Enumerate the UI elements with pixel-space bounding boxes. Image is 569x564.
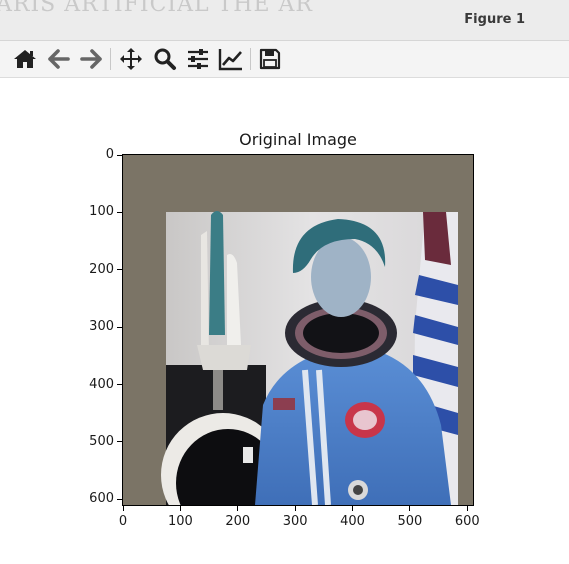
x-tick-mark bbox=[179, 506, 181, 511]
save-button[interactable] bbox=[257, 46, 283, 72]
x-tick-label: 0 bbox=[118, 514, 128, 529]
astronaut-image bbox=[161, 211, 458, 505]
figure-canvas[interactable]: Original Image bbox=[0, 78, 569, 564]
title-bar: ARIS ARTIFICIAL THE AR Figure 1 bbox=[0, 0, 569, 41]
y-tick-mark bbox=[117, 154, 122, 156]
x-tick-mark bbox=[237, 506, 239, 511]
toolbar-separator bbox=[110, 48, 111, 70]
x-tick-label: 100 bbox=[167, 514, 193, 529]
y-tick-label: 500 bbox=[89, 433, 114, 449]
y-tick-label: 300 bbox=[89, 319, 114, 335]
sliders-icon bbox=[188, 49, 208, 69]
navigation-toolbar bbox=[0, 41, 569, 78]
chart-line-icon bbox=[218, 49, 242, 71]
arrow-right-icon bbox=[80, 49, 102, 69]
x-tick-mark bbox=[122, 506, 124, 511]
y-tick-label: 600 bbox=[89, 491, 114, 507]
y-tick-mark bbox=[117, 384, 122, 385]
move-icon bbox=[120, 48, 142, 70]
floppy-disk-icon bbox=[259, 48, 281, 70]
x-tick-label: 500 bbox=[397, 514, 423, 529]
home-button[interactable] bbox=[12, 46, 38, 72]
y-tick-label: 0 bbox=[105, 147, 114, 162]
x-tick-mark bbox=[409, 506, 411, 511]
y-tick-mark bbox=[117, 441, 122, 443]
pan-button[interactable] bbox=[118, 46, 144, 72]
image-axes[interactable] bbox=[122, 154, 474, 506]
x-tick-label: 400 bbox=[340, 514, 365, 529]
configure-subplots-button[interactable] bbox=[185, 46, 211, 72]
toolbar-separator bbox=[250, 48, 251, 70]
y-tick-mark bbox=[117, 211, 122, 213]
magnifier-icon bbox=[154, 48, 176, 70]
edit-axis-button[interactable] bbox=[218, 46, 244, 72]
window-title: Figure 1 bbox=[464, 12, 525, 27]
x-tick-mark bbox=[294, 506, 296, 511]
y-tick-mark bbox=[117, 269, 122, 271]
arrow-left-icon bbox=[48, 49, 70, 69]
axes-title: Original Image bbox=[239, 130, 357, 149]
titlebar-background-text: ARIS ARTIFICIAL THE AR bbox=[0, 0, 313, 17]
x-tick-mark bbox=[466, 506, 468, 511]
y-tick-mark bbox=[117, 498, 122, 500]
forward-button[interactable] bbox=[78, 46, 104, 72]
back-button[interactable] bbox=[46, 46, 72, 72]
y-tick-mark bbox=[117, 326, 122, 328]
home-icon bbox=[14, 50, 36, 68]
x-tick-label: 300 bbox=[282, 514, 308, 529]
zoom-button[interactable] bbox=[152, 46, 178, 72]
x-tick-mark bbox=[352, 506, 353, 511]
y-tick-label: 200 bbox=[89, 261, 114, 277]
y-tick-label: 400 bbox=[89, 376, 114, 392]
y-tick-label: 100 bbox=[89, 204, 114, 220]
x-tick-label: 600 bbox=[454, 514, 480, 529]
x-tick-label: 200 bbox=[225, 514, 251, 529]
